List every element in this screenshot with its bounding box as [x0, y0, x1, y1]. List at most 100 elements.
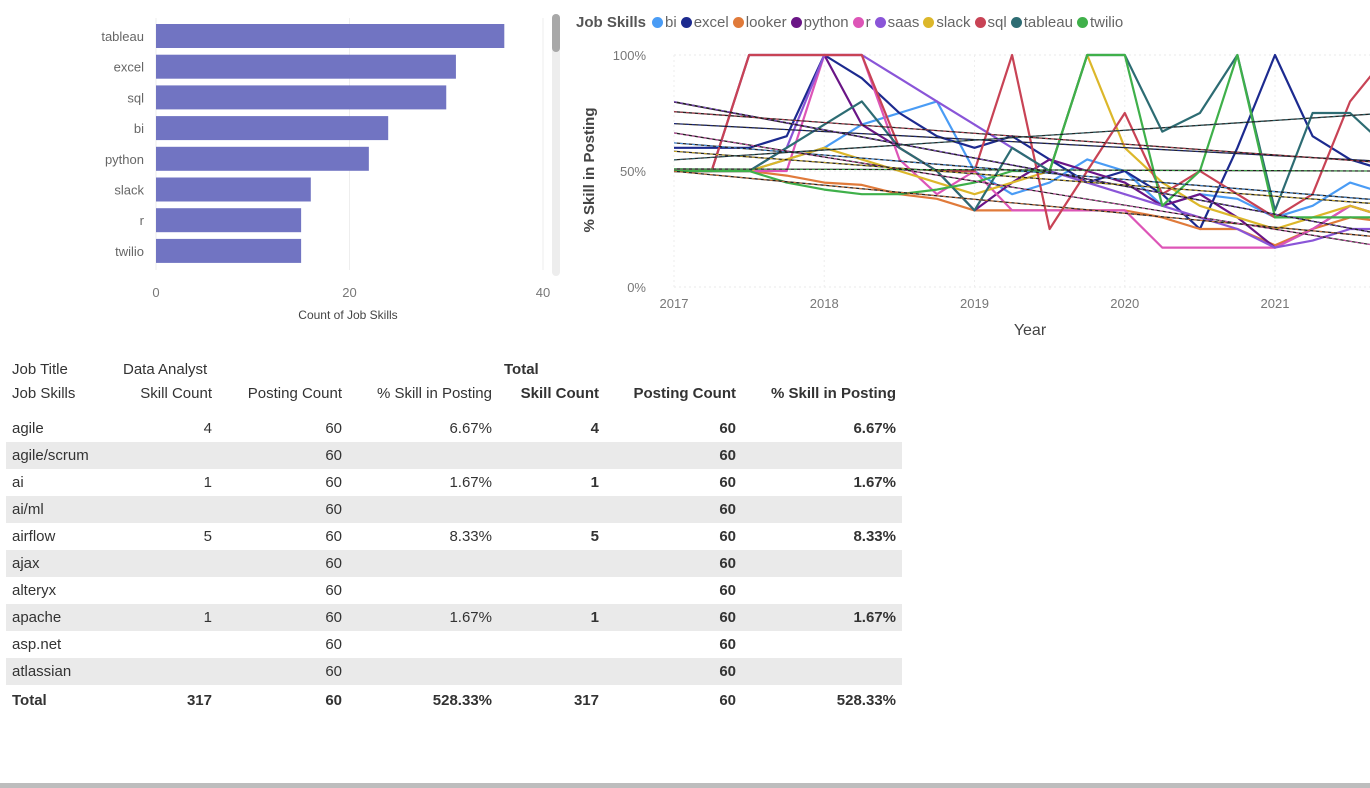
legend-item-slack[interactable]: slack [923, 14, 971, 31]
cell-total-pct-skill [742, 577, 902, 604]
bar-chart-visual: 0 20 40 tableau excel sql bi python slack r twilio… [0, 0, 566, 330]
cell-pct-skill: 8.33% [449, 528, 492, 545]
cell-total-posting-count: 60 [719, 582, 736, 599]
legend-marker-icon [790, 17, 802, 28]
legend-item-excel[interactable]: excel [680, 14, 729, 31]
table-row[interactable]: atlassian 60 60 [6, 658, 902, 685]
cell-posting-count: 60 [218, 658, 348, 685]
bar-chart-svg: 0 20 40 tableau excel sql bi python slack r twilio… [101, 18, 550, 322]
table-row[interactable]: ai 1 60 1.67% 1 60 1.67% [6, 469, 902, 496]
line-series-group [674, 53, 1370, 249]
bar-x-tick-label: 20 [342, 285, 356, 300]
cell-total-skill-count [498, 577, 605, 604]
cell-total-skill-count [498, 442, 605, 469]
bar-chart-scrollbar-thumb[interactable] [552, 14, 560, 52]
table-row[interactable]: asp.net 60 60 [6, 631, 902, 658]
col-header-skill-count[interactable]: Skill Count [140, 385, 212, 402]
cell-pct-skill: 1.67% [348, 604, 498, 631]
legend-label: slack [936, 14, 971, 31]
cell-skill-name: airflow [12, 528, 56, 545]
cell-skill-name: Total [12, 691, 47, 709]
legend-marker-icon [923, 17, 935, 28]
cell-pct-skill [348, 658, 498, 685]
table-row[interactable]: ajax 60 60 [6, 550, 902, 577]
line-series-looker[interactable] [674, 169, 1370, 247]
table-total-row[interactable]: Total 317 60 528.33% 317 60 528.33% [6, 685, 902, 715]
bar-category-label: bi [134, 121, 144, 136]
bar-excel[interactable] [156, 54, 456, 79]
bar-category-label: r [140, 213, 145, 228]
bar-bi[interactable] [156, 116, 389, 141]
col-header-total-posting-count[interactable]: Posting Count [633, 385, 736, 402]
bar-sql[interactable] [156, 85, 447, 110]
line-series-twilio[interactable] [674, 53, 1370, 219]
table-row[interactable]: alteryx 60 60 [6, 577, 902, 604]
cell-total-posting-count: 60 [719, 691, 736, 709]
legend-item-twilio[interactable]: twilio [1076, 14, 1123, 31]
table-row[interactable]: agile/scrum 60 60 [6, 442, 902, 469]
bar-category-label: sql [127, 90, 144, 105]
cell-skill-name: atlassian [6, 658, 117, 685]
line-y-tick-label: 100% [613, 48, 647, 63]
cell-total-skill-count: 4 [590, 420, 599, 437]
col-header-total-skill-count[interactable]: Skill Count [520, 385, 599, 402]
bar-slack[interactable] [156, 177, 311, 202]
line-series-excel[interactable] [674, 53, 1370, 231]
cell-total-pct-skill [742, 550, 902, 577]
legend-item-bi[interactable]: bi [652, 14, 677, 31]
legend-item-sql[interactable]: sql [974, 14, 1007, 31]
cell-skill-count: 4 [203, 420, 212, 437]
legend-item-saas[interactable]: saas [874, 14, 919, 31]
cell-posting-count: 60 [325, 528, 342, 545]
line-x-axis-title: Year [1014, 322, 1047, 339]
matrix-row-header[interactable]: Job Skills [12, 385, 76, 402]
cell-total-skill-count [498, 631, 605, 658]
cell-posting-count: 60 [218, 550, 348, 577]
legend-item-r[interactable]: r [852, 14, 871, 31]
cell-total-posting-count: 60 [605, 442, 742, 469]
table-row[interactable]: agile 4 60 6.67% 4 60 6.67% [6, 415, 902, 442]
cell-total-pct-skill: 1.67% [853, 474, 896, 491]
legend-marker-icon [652, 17, 664, 28]
cell-total-skill-count: 1 [498, 604, 605, 631]
cell-total-pct-skill [742, 658, 902, 685]
trend-line-accent-twilio [674, 168, 1370, 172]
bar-twilio[interactable] [156, 238, 302, 263]
col-header-posting-count[interactable]: Posting Count [247, 385, 342, 402]
cell-posting-count: 60 [325, 691, 342, 709]
table-row[interactable]: ai/ml 60 60 [6, 496, 902, 523]
cell-skill-count: 317 [186, 691, 212, 709]
line-chart-svg: 0% 50% 100% 2017 2018 2019 2020 2021 Year % Skill… [581, 48, 1370, 339]
trend-line-accent-bi [674, 142, 1370, 200]
matrix-title-value[interactable]: Data Analyst [123, 361, 208, 378]
bar-category-label: tableau [101, 29, 144, 44]
col-header-pct-skill[interactable]: % Skill in Posting [376, 385, 492, 402]
line-chart-visual: 0% 50% 100% 2017 2018 2019 2020 2021 Year % Skill… [568, 0, 1370, 345]
cell-pct-skill: 528.33% [432, 691, 492, 709]
cell-total-skill-count: 1 [590, 474, 599, 491]
table-row[interactable]: apache 1 60 1.67% 1 60 1.67% [6, 604, 902, 631]
line-series-tableau[interactable] [674, 53, 1370, 212]
cell-skill-name: ajax [6, 550, 117, 577]
legend-item-looker[interactable]: looker [732, 14, 787, 31]
cell-total-pct-skill: 6.67% [853, 420, 896, 437]
legend-item-tableau[interactable]: tableau [1010, 14, 1073, 31]
matrix-total-label: Total [504, 361, 539, 378]
table-row[interactable]: airflow 5 60 8.33% 5 60 8.33% [6, 523, 902, 550]
cell-pct-skill: 1.67% [449, 474, 492, 491]
col-header-total-pct-skill[interactable]: % Skill in Posting [770, 385, 896, 402]
cell-skill-count: 1 [117, 604, 218, 631]
bar-tableau[interactable] [156, 24, 505, 48]
cell-posting-count: 60 [325, 582, 342, 599]
bar-category-label: excel [114, 60, 144, 75]
cell-skill-count: 1 [203, 474, 212, 491]
legend-label: tableau [1023, 14, 1073, 31]
bar-r[interactable] [156, 208, 302, 233]
cell-total-pct-skill [742, 442, 902, 469]
cell-total-posting-count: 60 [719, 420, 736, 437]
bar-chart-scrollbar[interactable] [552, 14, 560, 276]
cell-posting-count: 60 [325, 420, 342, 437]
bar-python[interactable] [156, 146, 369, 171]
cell-pct-skill [348, 550, 498, 577]
legend-item-python[interactable]: python [790, 14, 849, 31]
